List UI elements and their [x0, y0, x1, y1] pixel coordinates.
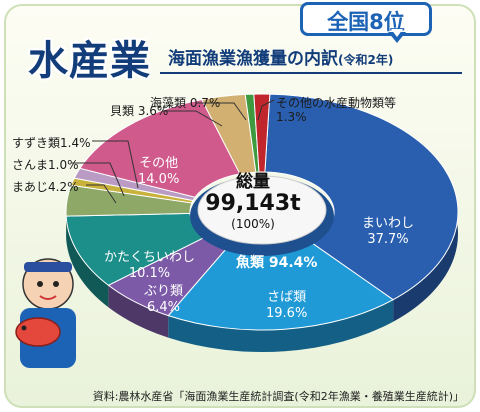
pie-slice-side-1 — [168, 299, 394, 353]
label-iwashi-pct: 37.7% — [367, 232, 409, 247]
label-iwashi-name: まいわし — [362, 216, 415, 231]
mascot-mouth — [39, 295, 57, 300]
leader-line-5 — [257, 99, 275, 121]
label-buri-name: ぶり類 — [144, 284, 184, 299]
source-note: 資料:農林水産省「海面漁業生産統計調査(令和2年漁業・養殖業生産統計)」 — [92, 390, 464, 403]
total-value: 99,143t — [205, 191, 301, 216]
title-underline — [160, 72, 462, 74]
label-sanma: さんま1.0% — [12, 158, 79, 172]
label-suisan-name: その他の水産動物類等 — [276, 96, 397, 110]
label-aji: まあじ4.2% — [12, 180, 79, 194]
mascot-fish-eye — [21, 325, 27, 331]
label-saba-pct: 19.6% — [266, 306, 308, 321]
pie-slice-side-2 — [108, 285, 169, 338]
total-label: 総量 — [236, 172, 270, 192]
rank-badge-tail — [388, 29, 406, 43]
label-saba-name: さば類 — [267, 290, 307, 305]
label-katakuchi: かたくちいわし 10.1% — [104, 250, 195, 282]
label-sonota-pct: 14.0% — [138, 172, 180, 187]
label-buri: ぶり類 6.4% — [144, 284, 183, 316]
chart-title: 海面漁業漁獲量の内訳(令和2年) — [168, 44, 393, 69]
mascot-eye-right — [53, 281, 59, 287]
label-saba: さば類 19.6% — [266, 290, 307, 322]
total-percent: (100%) — [231, 217, 275, 231]
leader-line-1 — [72, 162, 125, 197]
chart-title-text: 海面漁業漁獲量の内訳 — [168, 49, 338, 69]
pie-slice-7 — [79, 99, 241, 198]
label-kaiso: 海藻類 0.7% — [150, 96, 221, 110]
leader-line-2 — [86, 184, 117, 204]
pie-slice-side-3 — [66, 216, 109, 308]
chart-title-year: (令和2年) — [338, 53, 394, 67]
label-katakuchi-pct: 10.1% — [128, 266, 171, 281]
label-katakuchi-name: かたくちいわし — [104, 250, 196, 265]
label-sonota: その他 14.0% — [138, 156, 179, 188]
mascot-illustration — [15, 258, 76, 368]
total-box: 総量 99,143t (100%) — [198, 172, 308, 232]
leader-lines — [72, 99, 275, 204]
label-sonota-name: その他 — [139, 156, 179, 171]
mascot-fish-icon — [15, 317, 61, 347]
pie-hole-center — [197, 175, 327, 245]
label-iwashi: まいわし 37.7% — [362, 216, 414, 248]
fish-group-label: 魚類 94.4% — [236, 255, 318, 271]
pie-slice-0 — [264, 93, 459, 301]
label-suisan-pct: 1.3% — [276, 110, 307, 124]
leader-line-3 — [162, 110, 223, 127]
mascot-headband — [24, 262, 72, 272]
page-title: 水産業 — [28, 38, 151, 84]
mascot-eye-left — [37, 281, 43, 287]
label-suzuki: すずき類1.4% — [12, 136, 91, 150]
leader-line-4 — [196, 102, 247, 121]
pie-slice-10 — [253, 93, 271, 173]
label-buri-pct: 6.4% — [146, 300, 181, 315]
leader-line-0 — [92, 140, 139, 189]
pie-top-group — [65, 93, 459, 331]
label-kai: 貝類 3.6% — [110, 104, 169, 118]
